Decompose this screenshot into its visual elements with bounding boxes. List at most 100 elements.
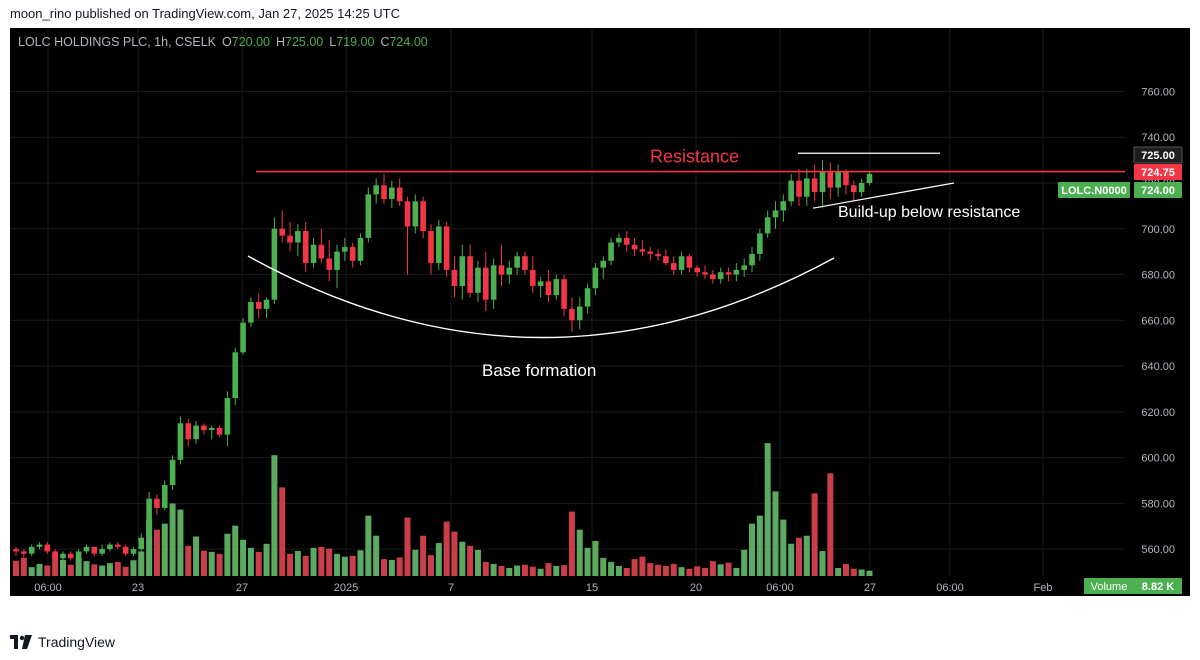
candle-body [107, 544, 113, 550]
candle-body [514, 256, 520, 268]
y-tick-label: 660.00 [1141, 315, 1175, 327]
candle-body [357, 237, 364, 261]
volume-bar [835, 567, 842, 576]
volume-bar [247, 547, 254, 576]
volume-bar [130, 560, 137, 576]
candle-body [475, 267, 481, 293]
candle-body [804, 178, 810, 197]
volume-bar [200, 550, 207, 576]
candle-body [710, 274, 716, 280]
candle-body [287, 235, 293, 243]
volume-bar [177, 509, 184, 576]
candle-body [381, 185, 387, 200]
volume-bar [122, 566, 129, 576]
base-formation-label: Base formation [482, 361, 596, 380]
volume-bar [694, 566, 701, 576]
volume-layer [13, 443, 873, 576]
candle-body [537, 281, 544, 286]
volume-bar [709, 561, 716, 576]
candle-body [240, 322, 246, 353]
volume-bar [482, 561, 489, 576]
volume-bar [584, 547, 591, 576]
candle-body [318, 244, 325, 259]
candle-body [255, 301, 262, 309]
volume-bar [858, 569, 865, 576]
candle-body [334, 251, 340, 270]
candle-body [616, 237, 622, 243]
volume-bar [608, 561, 615, 576]
tradingview-logo-icon[interactable] [10, 635, 32, 649]
price-badge-725: 725.00 [1133, 146, 1183, 164]
candle-body [161, 485, 168, 508]
candle-body [647, 251, 654, 254]
symbol-title: LOLC HOLDINGS PLC [18, 35, 147, 49]
volume-bar [13, 560, 19, 576]
volume-bar [521, 564, 528, 576]
volume-bar [451, 531, 458, 576]
volume-bar [67, 564, 74, 576]
volume-bar [827, 473, 834, 576]
y-tick-label: 680.00 [1141, 270, 1175, 282]
volume-bar [772, 491, 779, 576]
candle-body [310, 244, 317, 264]
high-value: 725.00 [285, 35, 323, 49]
candle-body [396, 187, 403, 202]
candle-body [467, 256, 473, 293]
candle-body [224, 398, 231, 435]
candle-body [702, 272, 708, 275]
candle-body [764, 217, 771, 234]
candle-body [796, 180, 802, 197]
volume-bar [561, 565, 568, 576]
volume-bar [623, 567, 630, 576]
price-badge-724-75: 724.75 [1134, 164, 1182, 180]
y-tick-label: 580.00 [1141, 498, 1175, 510]
chart-frame[interactable]: Resistance Base formation Build-up below… [10, 28, 1190, 596]
volume-bar [287, 553, 294, 576]
volume-bar [146, 519, 153, 576]
low-value: 719.00 [336, 35, 374, 49]
volume-bar [161, 523, 168, 576]
volume-bar [568, 511, 575, 576]
volume-bar [271, 455, 278, 576]
volume-bar [52, 554, 59, 576]
volume-bar [412, 549, 419, 576]
candle-body [858, 182, 865, 193]
x-tick-label: 27 [236, 582, 248, 594]
candle-body [717, 272, 724, 280]
volume-bar [741, 549, 748, 576]
volume-bar [866, 570, 873, 576]
volume-bar [615, 565, 622, 576]
candle-body [749, 253, 755, 266]
candle-body [569, 308, 575, 321]
x-tick-label: 06:00 [34, 582, 62, 594]
volume-bar [553, 565, 560, 576]
volume-bar [357, 550, 364, 576]
volume-bar [396, 557, 403, 576]
volume-bar [138, 551, 145, 576]
volume-bar [232, 525, 239, 576]
y-tick-label: 600.00 [1141, 453, 1175, 465]
candle-body [522, 256, 528, 270]
svg-text:LOLC.N0000: LOLC.N0000 [1061, 185, 1126, 197]
volume-bar [36, 563, 43, 576]
candle-body [866, 173, 873, 183]
candle-body [154, 498, 160, 508]
candle-body [788, 180, 794, 202]
open-value: 720.00 [232, 35, 270, 49]
volume-bar [537, 568, 544, 576]
candle-body [694, 267, 701, 273]
candle-body [52, 551, 58, 559]
volume-bar [169, 503, 176, 576]
volume-bar [420, 535, 427, 576]
candle-body [483, 267, 489, 300]
candle-body [529, 269, 536, 286]
volume-bar [294, 551, 301, 576]
x-tick-label: 20 [690, 582, 702, 594]
price-chart[interactable]: Resistance Base formation Build-up below… [10, 28, 1190, 596]
candle-body [185, 423, 192, 440]
candle-body [811, 178, 818, 193]
candle-body [420, 201, 426, 232]
candle-body [342, 247, 348, 252]
x-tick-label: 7 [448, 582, 454, 594]
